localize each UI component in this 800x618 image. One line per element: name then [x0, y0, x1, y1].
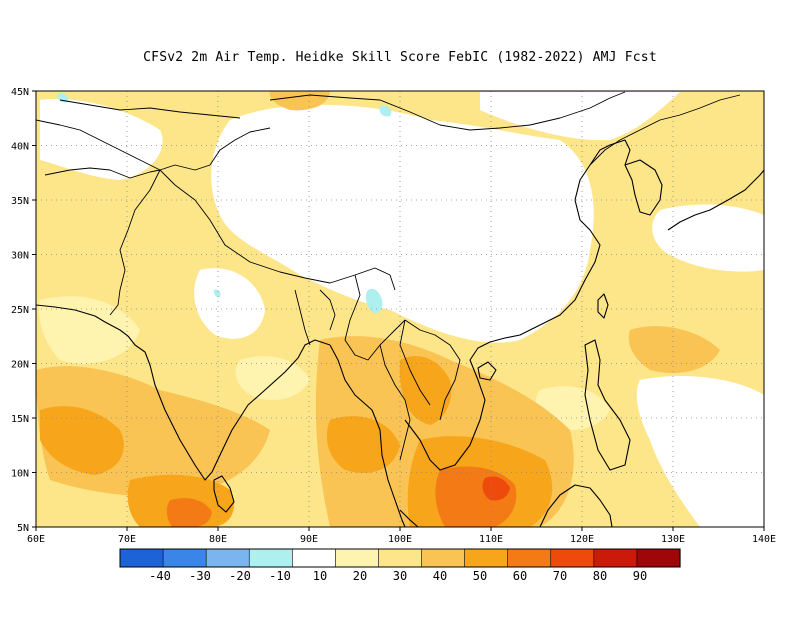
border-mongolia [269, 91, 626, 131]
colorbar-label: -20 [229, 569, 251, 583]
field-cyan-1 [365, 288, 383, 314]
field-light-arabian-sea [39, 296, 140, 364]
colorbar-label: 90 [633, 569, 647, 583]
lat-label: 10N [11, 469, 29, 480]
field-orange-indochina [399, 356, 452, 425]
coast-indochina [404, 164, 601, 471]
border-kazakh [59, 99, 241, 119]
country-borders [36, 91, 741, 461]
colorbar-swatch [464, 548, 509, 568]
lat-label: 35N [11, 196, 29, 207]
field-deep-orange-srilanka [166, 498, 212, 527]
coast-china-north [589, 139, 631, 166]
coast-arabia-iran [36, 304, 129, 337]
colorbar-swatches [119, 548, 681, 568]
lat-label: 20N [11, 360, 29, 371]
border-central-asia [36, 119, 211, 171]
lat-label: 25N [11, 305, 29, 316]
coast-sumatra [399, 509, 419, 527]
coast-india [127, 335, 331, 481]
coast-philippines [584, 339, 631, 471]
border-china-west [209, 127, 271, 166]
field-white-india-central [194, 268, 265, 339]
colorbar-label: 30 [393, 569, 407, 583]
colorbar-labels: -40 -30 -20 -10 10 20 30 40 50 60 70 80 … [149, 569, 647, 583]
lon-label: 70E [118, 534, 136, 545]
colorbar-swatch [292, 548, 336, 568]
colorbar-label: -10 [269, 569, 291, 583]
colorbar-label: 40 [433, 569, 447, 583]
lon-label: 60E [27, 534, 45, 545]
border-china-korea [589, 94, 741, 166]
lon-label: 120E [570, 534, 594, 545]
colorbar-swatch [636, 548, 681, 568]
colorbar-swatch [335, 548, 380, 568]
field-orange-light-phil [628, 326, 720, 374]
coast-korea [624, 159, 663, 216]
colorbar-label: 50 [473, 569, 487, 583]
border-myanmar [344, 274, 406, 361]
coast-borneo [539, 484, 613, 527]
colorbar-swatch [593, 548, 638, 568]
tick-marks [32, 90, 765, 531]
coast-hainan [477, 361, 497, 381]
coast-myanmar-malay [329, 344, 406, 527]
coast-taiwan [597, 293, 609, 319]
colorbar-label: -40 [149, 569, 171, 583]
field-cyan-3 [213, 289, 221, 298]
lon-label: 80E [209, 534, 227, 545]
lon-label: 110E [479, 534, 503, 545]
lat-label: 15N [11, 414, 29, 425]
border-laos-vietnam [399, 319, 461, 421]
border-afghanistan [44, 167, 161, 179]
colorbar-label: -30 [189, 569, 211, 583]
lat-labels: 45N 40N 35N 30N 25N 20N 15N 10N 5N [11, 87, 29, 534]
colorbar-swatch [550, 548, 595, 568]
coastlines [36, 139, 764, 527]
colorbar-label: 20 [353, 569, 367, 583]
colorbar-swatch [507, 548, 552, 568]
colorbar: -40 -30 -20 -10 10 20 30 40 50 60 70 80 … [119, 548, 681, 583]
skill-field [36, 91, 764, 527]
coast-japan [667, 169, 764, 231]
lat-label: 40N [11, 142, 29, 153]
border-pakistan [109, 169, 161, 316]
field-white-pacific-east [636, 375, 764, 527]
colorbar-swatch [162, 548, 207, 568]
lat-label: 5N [17, 523, 29, 534]
lon-label: 140E [752, 534, 776, 545]
colorbar-label: 60 [513, 569, 527, 583]
border-himalaya [159, 169, 396, 291]
colorbar-frame [119, 548, 681, 568]
field-red-scs [482, 476, 510, 501]
colorbar-label: 70 [553, 569, 567, 583]
lat-label: 30N [11, 251, 29, 262]
colorbar-swatch [378, 548, 423, 568]
lon-label: 100E [388, 534, 412, 545]
colorbar-label: 10 [313, 569, 327, 583]
map-title: CFSv2 2m Air Temp. Heidke Skill Score Fe… [143, 50, 657, 65]
border-nepal-bd [294, 289, 336, 346]
field-white-mongolia [480, 92, 680, 141]
field-white-central-asia [40, 99, 163, 180]
lat-label: 45N [11, 87, 29, 98]
lon-label: 90E [300, 534, 318, 545]
coast-srilanka [213, 475, 235, 513]
field-light-bay [235, 356, 310, 400]
border-thailand [379, 344, 411, 461]
lon-label: 130E [661, 534, 685, 545]
colorbar-swatch [421, 548, 466, 568]
colorbar-swatch [248, 548, 293, 568]
field-orange-sw [40, 406, 124, 475]
colorbar-swatch [205, 548, 250, 568]
colorbar-swatch [119, 548, 164, 568]
lon-labels: 60E 70E 80E 90E 100E 110E 120E 130E 140E [27, 534, 776, 545]
field-orange-bay [326, 416, 400, 473]
colorbar-label: 80 [593, 569, 607, 583]
field-cyan-4 [379, 105, 392, 117]
field-orange-light-north [269, 91, 330, 111]
field-white-north-china [211, 104, 594, 343]
